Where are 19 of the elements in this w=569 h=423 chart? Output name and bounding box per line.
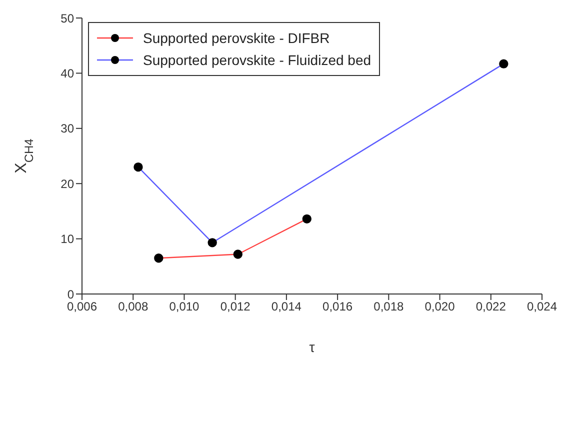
x-tick-label: 0,024 bbox=[526, 300, 558, 314]
y-tick-label: 30 bbox=[60, 122, 74, 136]
x-tick-label: 0,008 bbox=[118, 300, 148, 314]
x-tick-label: 0,014 bbox=[271, 300, 302, 314]
x-tick-label: 0,020 bbox=[424, 300, 456, 314]
x-tick-label: 0,006 bbox=[66, 300, 98, 314]
y-tick-label: 50 bbox=[60, 11, 74, 26]
y-tick-label: 20 bbox=[60, 176, 74, 191]
y-tick-label: 0 bbox=[67, 287, 74, 302]
x-tick-label: 0,016 bbox=[322, 300, 353, 314]
x-tick-label: 0,010 bbox=[169, 300, 200, 314]
x-tick-label: 0,012 bbox=[220, 300, 251, 314]
legend-label: Supported perovskite - Fluidized bed bbox=[143, 52, 372, 68]
x-tick-label: 0,022 bbox=[476, 300, 506, 314]
y-tick-label: 10 bbox=[60, 232, 74, 246]
y-tick-label: 40 bbox=[60, 66, 74, 80]
legend-label: Supported perovskite - DIFBR bbox=[143, 30, 330, 46]
x-axis-title: τ bbox=[309, 339, 316, 355]
x-tick-label: 0,018 bbox=[374, 300, 404, 314]
